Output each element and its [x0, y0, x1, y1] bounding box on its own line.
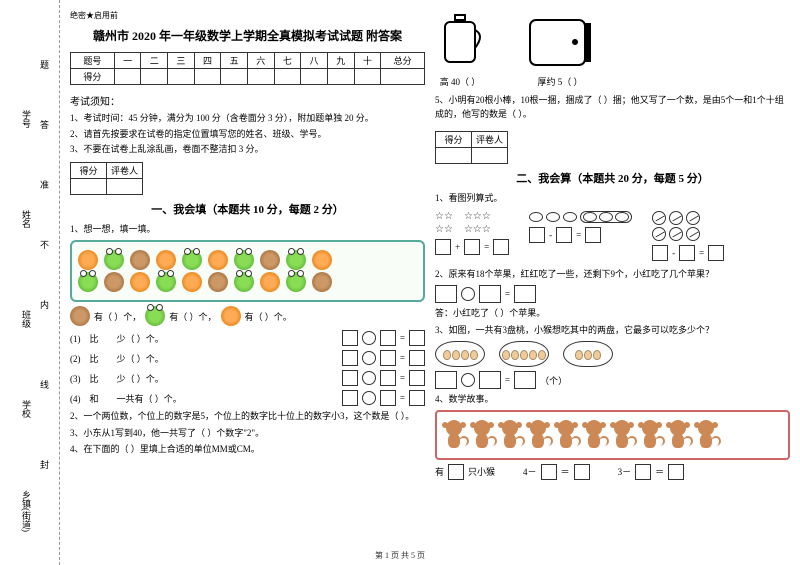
page-footer: 第 1 页 共 5 页	[0, 550, 800, 561]
sh-0: 题号	[71, 53, 115, 69]
exam-title: 赣州市 2020 年一年级数学上学期全真模拟考试试题 附答案	[70, 27, 425, 44]
notice-2: 2、请首先按要求在试卷的指定位置填写您的姓名、班级、学号。	[70, 128, 425, 141]
q2-3-eq: =（个）	[435, 371, 790, 389]
q1-4: 4、在下面的（ ）里填上合适的单位MM或CM。	[70, 443, 425, 457]
bind-mark-0: 封	[38, 460, 51, 469]
sh-7: 七	[274, 53, 301, 69]
bind-mark-2: 内	[38, 300, 51, 309]
mh-0: 得分	[71, 162, 107, 178]
teapot-icon	[435, 10, 485, 70]
wallet-icon	[525, 15, 595, 70]
section2-title: 二、我会算（本题共 20 分，每题 5 分）	[435, 170, 790, 186]
plate-icon	[499, 341, 549, 367]
sh-2: 二	[141, 53, 168, 69]
bear-icon	[130, 250, 150, 270]
notice-title: 考试须知：	[70, 93, 425, 108]
notice-1: 1、考试时间：45 分钟，满分为 100 分（含卷面分 3 分），附加题单独 2…	[70, 112, 425, 125]
cmp-3: (3) 比 少（ ）个。 =	[70, 370, 425, 386]
q2-4: 4、数学故事。	[435, 393, 790, 407]
bind-label-2: 班级	[20, 310, 33, 328]
sh-11: 总分	[381, 53, 425, 69]
mini-score-1: 得分评卷人	[70, 162, 143, 195]
sh-10: 十	[354, 53, 381, 69]
left-page: 绝密★启用前 赣州市 2020 年一年级数学上学期全真模拟考试试题 附答案 题号…	[70, 10, 425, 460]
sh-8: 八	[301, 53, 328, 69]
cl-c: 有（ ）个。	[245, 310, 292, 323]
q1-3: 3、小东从1写到40，他一共写了（ ）个数字"2"。	[70, 427, 425, 441]
circles-group: -=	[652, 209, 724, 265]
cl-b: 有（ ）个，	[169, 310, 216, 323]
bind-label-4: 学号	[20, 110, 33, 128]
counts-line: 有（ ）个， 有（ ）个， 有（ ）个。	[70, 306, 425, 326]
bind-mark-1: 线	[38, 380, 51, 389]
q2-1: 1、看图列算式。	[435, 192, 790, 206]
plate-icon	[563, 341, 613, 367]
sh-3: 三	[168, 53, 195, 69]
sh-1: 一	[114, 53, 141, 69]
sh-4: 四	[194, 53, 221, 69]
bind-label-0: 乡镇(街道)	[20, 490, 33, 532]
cl-a: 有（ ）个，	[94, 310, 141, 323]
wallet-label: 厚约 5（ ）	[525, 75, 595, 88]
sh-5: 五	[221, 53, 248, 69]
frog-icon	[104, 250, 124, 270]
shape-groups: ☆☆ ☆☆☆ ☆☆ ☆☆☆ += -= -=	[435, 209, 790, 265]
q2-2-eq: =	[435, 285, 790, 303]
q2-2: 2、原来有18个苹果，红红吃了一些，还剩下9个，小红吃了几个苹果？	[435, 268, 790, 282]
mini-score-2: 得分评卷人	[435, 131, 508, 164]
bind-mark-3: 不	[38, 240, 51, 249]
monkey-box	[435, 410, 790, 460]
bind-mark-5: 答	[38, 120, 51, 129]
monkey-icon	[441, 420, 467, 450]
sh-6: 六	[247, 53, 274, 69]
ovals-group: -=	[529, 209, 632, 247]
bind-label-3: 姓名	[20, 210, 33, 228]
notice-3: 3、不要在试卷上乱涂乱画，卷面不整洁扣 3 分。	[70, 143, 425, 156]
teapot-label: 高 40（ ）	[435, 75, 485, 88]
score-row2: 得分	[71, 69, 115, 85]
score-table: 题号 一 二 三 四 五 六 七 八 九 十 总分 得分	[70, 52, 425, 85]
section1-title: 一、我会填（本题共 10 分，每题 2 分）	[70, 201, 425, 217]
right-page: 高 40（ ） 厚约 5（ ） 5、小明有20根小棒，10根一捆，捆成了（ ）捆…	[435, 10, 790, 484]
plate-icon	[435, 341, 485, 367]
mh-1: 评卷人	[107, 162, 143, 178]
cmp-2: (2) 比 少（ ）个。 =	[70, 350, 425, 366]
bind-mark-4: 准	[38, 180, 51, 189]
q5: 5、小明有20根小棒，10根一捆，捆成了（ ）捆；他又写了一个数，是由5个一和1…	[435, 94, 790, 121]
q2-3: 3、如图，一共有3盘桃，小猴想吃其中的两盘，它最多可以吃多少个？	[435, 324, 790, 338]
sh-9: 九	[327, 53, 354, 69]
plates-row	[435, 341, 790, 367]
teapot-block: 高 40（ ）	[435, 10, 485, 88]
cmp-1: (1) 比 少（ ）个。 =	[70, 330, 425, 346]
stars-group: ☆☆ ☆☆☆ ☆☆ ☆☆☆ +=	[435, 209, 509, 259]
bug-icon	[78, 250, 98, 270]
monkey-eq: 有只小猴 4－＝ 3－＝	[435, 464, 790, 480]
bind-mark-6: 题	[38, 60, 51, 69]
frog-illustration	[70, 240, 425, 302]
object-row: 高 40（ ） 厚约 5（ ）	[435, 10, 790, 88]
seal-note: 绝密★启用前	[70, 10, 425, 21]
q1-1: 1、想一想，填一填。	[70, 223, 425, 237]
q1-2: 2、一个两位数，个位上的数字是5，个位上的数字比十位上的数字小3，这个数是（ ）…	[70, 410, 425, 424]
cmp-4: (4) 和 一共有（ ）个。 =	[70, 390, 425, 406]
bind-label-1: 学校	[20, 400, 33, 418]
q2-2-ans: 答：小红吃了（ ）个苹果。	[435, 307, 790, 321]
binding-column: 乡镇(街道) 学校 班级 姓名 学号 封 线 内 不 准 答 题	[0, 0, 60, 565]
wallet-block: 厚约 5（ ）	[525, 15, 595, 88]
